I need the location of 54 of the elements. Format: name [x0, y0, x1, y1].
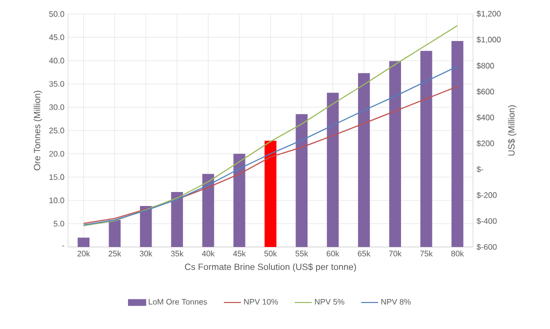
x-tick-label: 80k	[451, 250, 464, 256]
legend-label: NPV 5%	[315, 298, 344, 305]
y2-tick-label: $1,200	[476, 10, 501, 18]
y2-tick-label: $200	[476, 140, 494, 147]
bar	[264, 140, 276, 247]
y-tick-label: 25.0	[49, 128, 64, 134]
x-tick-label: 55k	[296, 250, 308, 256]
y2-tick-label: $-600	[476, 244, 497, 250]
y-axis-title: Ore Tonnes (Million)	[34, 90, 42, 170]
bar	[171, 192, 183, 247]
bar	[389, 61, 402, 247]
y2-tick-label: $800	[476, 62, 494, 70]
x-tick-label: 70k	[389, 250, 402, 256]
y-tick-label: 35.0	[49, 81, 64, 87]
x-tick-label: 35k	[170, 250, 184, 256]
x-tick-label: 45k	[233, 250, 246, 256]
y-tick-label: 45.0	[49, 34, 64, 40]
line-series	[83, 25, 458, 226]
legend-label: NPV 8%	[381, 298, 411, 305]
y2-tick-label: $400	[476, 114, 494, 121]
y2-tick-label: $-200	[476, 192, 497, 198]
y-tick-label: 10.0	[50, 198, 64, 204]
bar	[202, 174, 214, 247]
bar	[326, 92, 339, 247]
bar	[451, 41, 464, 247]
y-tick-label: 50.0	[49, 11, 64, 17]
y-tick-label: 20.0	[49, 150, 64, 157]
x-tick-label: 60k	[326, 250, 340, 256]
y2-tick-label: $-400	[476, 218, 497, 224]
x-tick-label: 50k	[264, 250, 277, 256]
bar	[420, 50, 432, 247]
x-tick-label: 65k	[358, 250, 370, 256]
y2-tick-label: $-	[476, 166, 484, 173]
x-tick-label: 40k	[202, 250, 215, 256]
bar	[140, 206, 152, 247]
y-tick-label: 15.0	[50, 174, 64, 180]
legend-label: NPV 10%	[244, 298, 278, 305]
x-tick-label: 20k	[78, 250, 90, 256]
bar	[358, 73, 370, 247]
y2-tick-label: $1,000	[476, 36, 501, 44]
bar	[233, 154, 246, 247]
bar	[296, 114, 308, 247]
x-axis-title: Cs Formate Brine Solution (US$ per tonne)	[184, 263, 356, 272]
y-tick-label: 40.0	[49, 58, 64, 64]
x-tick-label: 30k	[140, 250, 152, 256]
bar	[108, 220, 121, 247]
y-tick-label: 30.0	[49, 104, 64, 110]
x-tick-label: 75k	[420, 250, 433, 256]
legend-label: LoM Ore Tonnes	[148, 298, 208, 305]
x-tick-label: 25k	[108, 250, 122, 256]
y2-tick-label: $600	[476, 88, 494, 95]
y2-axis-title: US$ (Million)	[508, 105, 516, 156]
bar	[78, 238, 90, 247]
y-tick-label: 5.0	[54, 220, 64, 227]
